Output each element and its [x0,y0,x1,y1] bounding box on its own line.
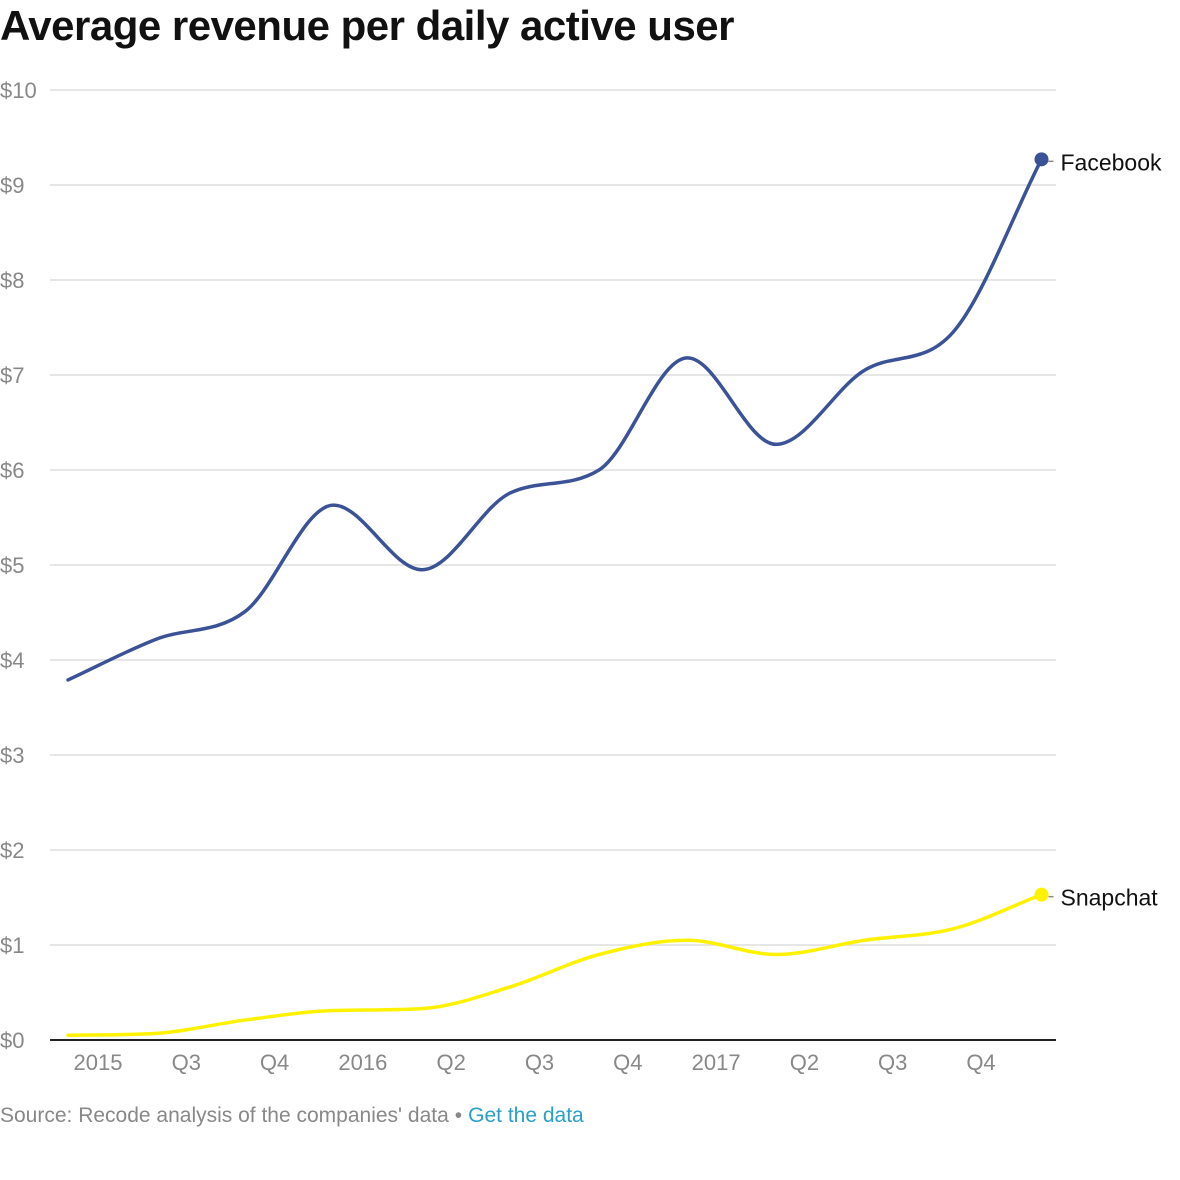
x-tick-label: Q3 [525,1050,554,1075]
y-axis-labels: $0 $1 $2 $3 $4 $5 $6 $7 $8 $9 $10 [0,78,37,1053]
gridlines [50,89,1056,1041]
x-tick-label: Q4 [613,1050,642,1075]
x-tick-label: Q2 [437,1050,466,1075]
y-tick-label: $10 [0,78,37,103]
facebook-series-label: Facebook [1061,149,1163,175]
x-tick-label: Q4 [260,1050,289,1075]
x-tick-label: Q2 [790,1050,819,1075]
y-tick-label: $5 [0,553,24,578]
chart-title: Average revenue per daily active user [0,2,735,49]
x-tick-label: 2017 [692,1050,741,1075]
x-tick-label: 2015 [74,1050,123,1075]
snapchat-series-label: Snapchat [1061,885,1159,911]
x-axis-labels: 2015 Q3 Q4 2016 Q2 Q3 Q4 2017 Q2 Q3 Q4 [74,1050,996,1075]
facebook-line [66,157,1044,682]
snapchat-line [66,892,1044,1037]
source-note: Source: Recode analysis of the companies… [0,1104,449,1127]
y-tick-label: $8 [0,268,24,293]
line-chart: $0 $1 $2 $3 $4 $5 $6 $7 $8 $9 $10 2015 Q3 Q4 2016 Q2 Q3… [0,78,1163,1075]
facebook-end-marker [1034,152,1049,167]
x-tick-label: Q3 [878,1050,907,1075]
footer-separator: • [454,1104,463,1127]
y-tick-label: $6 [0,458,24,483]
y-tick-label: $1 [0,933,24,958]
get-the-data-link[interactable]: Get the data [468,1104,584,1127]
x-tick-label: Q4 [966,1050,995,1075]
y-tick-label: $0 [0,1028,24,1053]
y-tick-label: $2 [0,838,24,863]
series-markers [1034,152,1049,902]
chart-footer: Source: Recode analysis of the companies… [0,1104,584,1128]
series-labels: Facebook Snapchat [1048,149,1163,911]
y-tick-label: $3 [0,743,24,768]
y-tick-label: $7 [0,363,24,388]
snapchat-end-marker [1034,887,1049,902]
y-tick-label: $9 [0,173,24,198]
x-tick-label: 2016 [338,1050,387,1075]
series-lines [66,157,1044,1037]
x-tick-label: Q3 [172,1050,201,1075]
y-tick-label: $4 [0,648,24,673]
